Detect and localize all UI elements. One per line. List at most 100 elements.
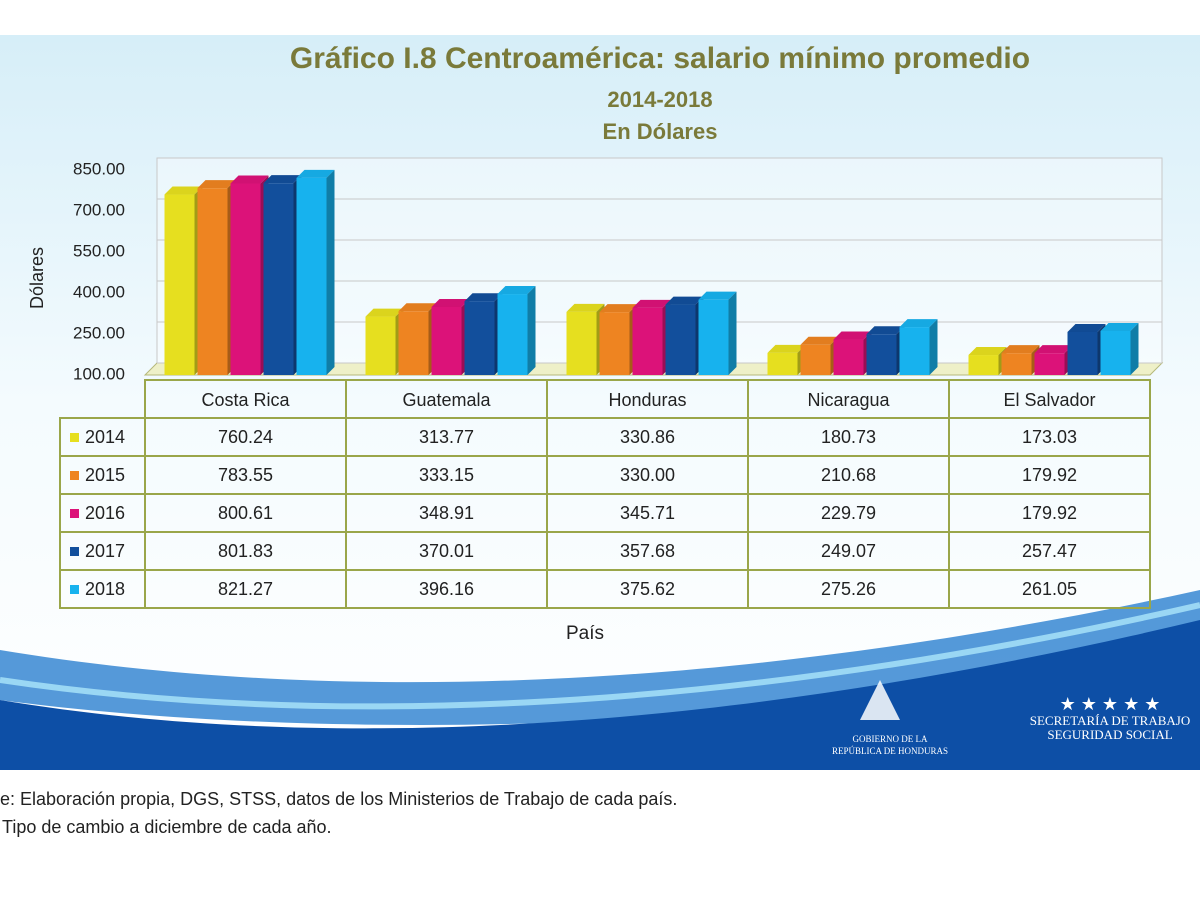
bar	[230, 183, 261, 375]
legend-key	[70, 433, 79, 442]
bar	[1067, 331, 1098, 375]
bar	[665, 304, 696, 375]
legend-label: 2015	[85, 465, 125, 485]
x-axis-label: País	[566, 623, 604, 644]
table-value: 760.24	[218, 427, 273, 447]
chart-subtitle: 2014-2018	[607, 87, 712, 112]
bar-top	[1100, 322, 1139, 331]
table-value: 801.83	[218, 541, 273, 561]
bar-top	[164, 186, 203, 195]
bar	[833, 339, 864, 375]
table-value: 257.47	[1022, 541, 1077, 561]
bar-top	[1034, 345, 1073, 354]
table-value: 330.00	[620, 465, 675, 485]
swoosh	[0, 620, 1200, 770]
table-value: 179.92	[1022, 465, 1077, 485]
bar	[197, 188, 228, 375]
bar-top	[365, 308, 404, 317]
table-value: 357.68	[620, 541, 675, 561]
bar-top	[566, 303, 605, 312]
table-value: 179.92	[1022, 503, 1077, 523]
legend-key	[70, 471, 79, 480]
source: e: Elaboración propia, DGS, STSS, datos …	[0, 789, 677, 809]
y-tick-label: 250.00	[73, 323, 125, 342]
x-tick-label: Nicaragua	[807, 390, 890, 410]
table-value: 821.27	[218, 579, 273, 599]
bar	[866, 334, 897, 375]
y-tick-label: 850.00	[73, 159, 125, 178]
table-value: 249.07	[821, 541, 876, 561]
table-value: 173.03	[1022, 427, 1077, 447]
bar-side	[728, 291, 737, 375]
y-tick-label: 700.00	[73, 200, 125, 219]
table-value: 370.01	[419, 541, 474, 561]
bar	[767, 352, 798, 375]
table-value: 348.91	[419, 503, 474, 523]
bar-top	[263, 175, 302, 184]
bar	[1001, 353, 1032, 375]
bar-side	[326, 169, 335, 375]
y-tick-label: 550.00	[73, 241, 125, 260]
bar	[464, 301, 495, 375]
bar-top	[296, 169, 335, 178]
chart-title: Gráfico I.8 Centroamérica: salario mínim…	[290, 42, 1030, 75]
bar-top	[599, 304, 638, 313]
table-value: 275.26	[821, 579, 876, 599]
table-value: 261.05	[1022, 579, 1077, 599]
y-axis-label: Dólares	[27, 247, 47, 309]
legend-key	[70, 585, 79, 594]
bar-top	[833, 331, 872, 340]
bar	[599, 312, 630, 375]
bar-top	[800, 336, 839, 345]
x-tick-label: Honduras	[608, 390, 686, 410]
x-tick-label: El Salvador	[1003, 390, 1095, 410]
y-tick-label: 400.00	[73, 282, 125, 301]
bar-top	[632, 299, 671, 308]
bar	[1034, 353, 1065, 375]
bar-side	[527, 286, 536, 375]
bar-top	[899, 319, 938, 328]
table-value: 210.68	[821, 465, 876, 485]
bar	[800, 344, 831, 375]
bar	[698, 299, 729, 375]
table-value: 783.55	[218, 465, 273, 485]
bar-side	[929, 319, 938, 375]
bar	[296, 177, 327, 375]
legend-key	[70, 509, 79, 518]
bar-top	[1001, 345, 1040, 354]
table-value: 229.79	[821, 503, 876, 523]
logo-text: REPÚBLICA DE HONDURAS	[832, 746, 948, 756]
y-tick-label: 100.00	[73, 364, 125, 383]
bar-top	[197, 180, 236, 189]
x-tick-label: Costa Rica	[201, 390, 290, 410]
bar	[632, 307, 663, 375]
unit-note: En Dólares	[603, 119, 718, 144]
legend-label: 2017	[85, 541, 125, 561]
bar-top	[665, 296, 704, 305]
bar	[164, 194, 195, 375]
swoosh	[0, 602, 1200, 710]
bar-top	[497, 286, 536, 295]
bar-top	[398, 303, 437, 312]
bar	[566, 311, 597, 375]
bar	[1100, 330, 1131, 375]
bar-top	[767, 344, 806, 353]
bar	[398, 311, 429, 375]
legend-label: 2018	[85, 579, 125, 599]
table-value: 330.86	[620, 427, 675, 447]
bar-side	[1130, 322, 1139, 375]
bar-top	[431, 298, 470, 307]
legend-key	[70, 547, 79, 556]
logo-emblem	[860, 680, 900, 720]
bar-top	[866, 326, 905, 335]
legend-label: 2016	[85, 503, 125, 523]
bar-top	[464, 293, 503, 302]
bar	[497, 294, 528, 375]
table-value: 800.61	[218, 503, 273, 523]
note: Tipo de cambio a diciembre de cada año.	[2, 817, 332, 837]
legend-label: 2014	[85, 427, 125, 447]
logo-text: SEGURIDAD SOCIAL	[1047, 727, 1172, 742]
bar	[968, 355, 999, 375]
